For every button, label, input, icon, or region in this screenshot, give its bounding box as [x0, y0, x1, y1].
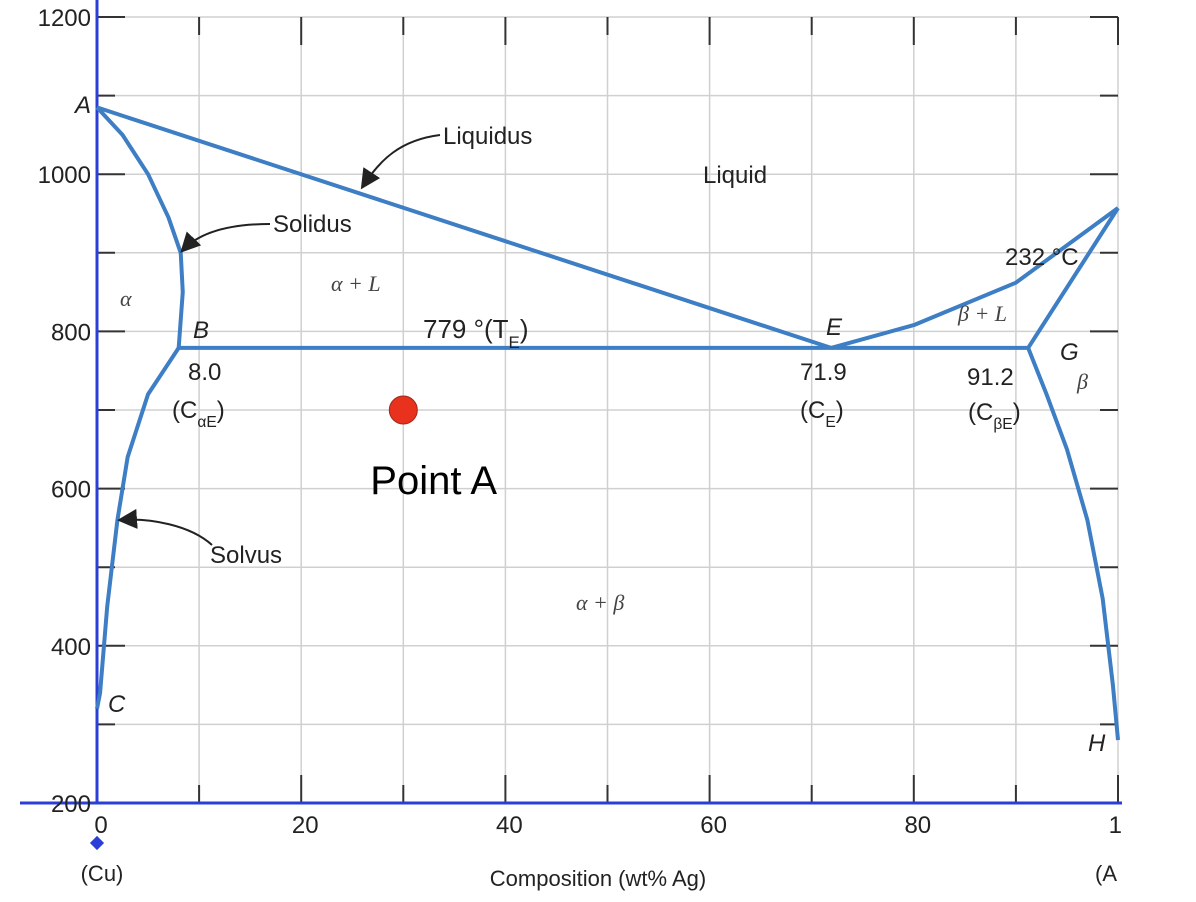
annotation-part: β: [1076, 369, 1088, 394]
annotation-part: C: [108, 691, 126, 718]
annotation-part: 779 °(T: [423, 314, 509, 344]
plot: 200 400 600 800 1000 1200 0 20 40 60 80 10 Compositi…: [20, 0, 1136, 891]
annotation: 91.2: [967, 364, 1014, 391]
annotation: β: [1076, 369, 1088, 394]
x-tick-label: 60: [700, 812, 727, 839]
annotation-part: Liquid: [703, 162, 767, 189]
annotation: A: [73, 92, 91, 119]
point: [388, 395, 418, 425]
arrow: [360, 134, 441, 190]
annotation: Liquid: [703, 162, 767, 189]
y-tick-label: 400: [51, 634, 91, 661]
annotation-part: E: [509, 333, 520, 352]
annotation-part: ): [836, 397, 844, 424]
annotation-part: 232 °C: [1005, 244, 1079, 271]
annotation: H: [1088, 730, 1106, 757]
annotation: α + β: [576, 590, 624, 615]
annotation: 71.9: [800, 359, 847, 386]
annotation-part: βE: [993, 416, 1012, 433]
annotation: α: [120, 286, 132, 311]
x-tick-label: 0: [94, 812, 107, 839]
annotation-part: Solidus: [273, 211, 352, 238]
annotation: G: [1060, 339, 1079, 366]
x-tick-label: 20: [292, 812, 319, 839]
annotation-part: (C: [968, 399, 993, 426]
x-tick-label: 80: [904, 812, 931, 839]
annotation-part: 91.2: [967, 364, 1014, 391]
y-tick-label: 200: [51, 791, 91, 818]
point-label: Point A: [370, 459, 497, 503]
phase-boundary: [1026, 206, 1120, 349]
phase-boundary: [830, 206, 1120, 350]
y-tick-label: 600: [51, 477, 91, 504]
annotation: β + L: [957, 301, 1007, 326]
annotation: 779 °(TE): [423, 314, 529, 352]
annotation-part: (C: [172, 397, 197, 424]
y-tick-label: 1200: [38, 5, 91, 32]
phase-boundary: [95, 346, 181, 710]
annotation-part: ): [1013, 399, 1021, 426]
annotation-part: αE: [197, 414, 216, 431]
annotation-part: Solvus: [210, 542, 282, 569]
annotation-part: α + β: [576, 590, 624, 615]
x-end-label: (Cu): [81, 861, 124, 886]
annotation: Solvus: [210, 542, 282, 569]
arrow: [180, 223, 271, 253]
annotation-part: α + L: [331, 271, 381, 296]
annotation-part: A: [73, 92, 91, 119]
annotation: (CαE): [172, 397, 225, 431]
annotation: Solidus: [273, 211, 352, 238]
annotation: α + L: [331, 271, 381, 296]
x-axis-label: Composition (wt% Ag): [490, 866, 706, 891]
y-tick-label: 800: [51, 319, 91, 346]
annotation-part: ): [520, 314, 529, 344]
annotation-part: Liquidus: [443, 123, 532, 150]
annotation-part: 71.9: [800, 359, 847, 386]
annotation-part: G: [1060, 339, 1079, 366]
x-tick-label: 10: [1109, 812, 1136, 839]
phase-boundary: [1026, 347, 1120, 741]
annotation: Liquidus: [443, 123, 532, 150]
annotation-part: E: [825, 414, 835, 431]
axis-marker: [89, 835, 105, 851]
x-end-label: (A: [1095, 861, 1117, 886]
annotation: B: [193, 317, 209, 344]
annotation-part: H: [1088, 730, 1106, 757]
annotation-part: E: [826, 314, 843, 341]
annotation: (CβE): [968, 399, 1021, 433]
annotation-part: 8.0: [188, 359, 221, 386]
annotation-part: (C: [800, 397, 825, 424]
y-tick-label: 1000: [38, 162, 91, 189]
annotation: 8.0: [188, 359, 221, 386]
phase-boundary: [95, 106, 185, 349]
arrow: [117, 508, 213, 546]
annotation: (CE): [800, 397, 844, 431]
annotation-part: β + L: [957, 301, 1007, 326]
x-tick-label: 40: [496, 812, 523, 839]
annotation: 232 °C: [1005, 244, 1079, 271]
annotation-part: B: [193, 317, 209, 344]
phase-boundary: [96, 105, 832, 350]
annotation-part: α: [120, 286, 132, 311]
annotation: E: [826, 314, 843, 341]
annotation: C: [108, 691, 126, 718]
annotation-part: ): [217, 397, 225, 424]
